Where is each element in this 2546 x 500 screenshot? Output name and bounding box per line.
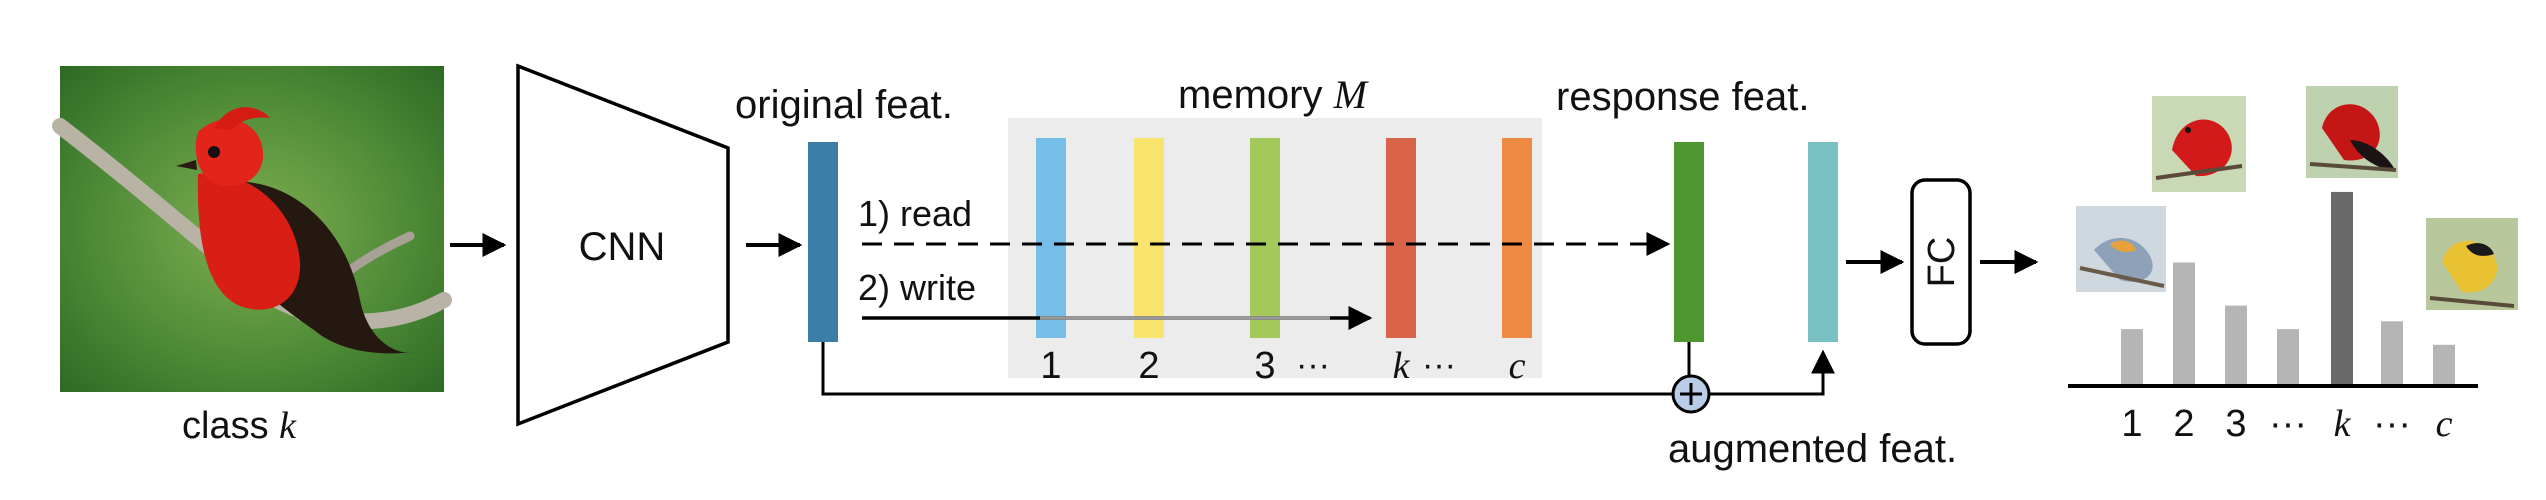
output-bar-7	[2433, 344, 2455, 384]
memory-slot-label-3: 3	[1254, 345, 1275, 387]
memory-slot-label-5: c	[1509, 345, 1526, 387]
memory-slot-5	[1502, 138, 1532, 338]
memory-slot-4	[1386, 138, 1416, 338]
output-x-label-4: ···	[2269, 403, 2307, 445]
original-feat-label: original feat.	[735, 83, 953, 127]
output-bar-1	[2121, 329, 2143, 384]
output-x-label-7: c	[2436, 403, 2453, 445]
write-label: 2) write	[858, 267, 976, 308]
output-bar-5	[2331, 191, 2353, 384]
output-x-labels: 1 2 3 ··· k ··· c	[2121, 403, 2452, 445]
original-feature-bar	[808, 142, 838, 342]
cnn-label: CNN	[579, 225, 666, 269]
input-caption: class k	[182, 405, 297, 447]
output-x-label-3: 3	[2225, 403, 2246, 445]
output-x-label-2: 2	[2173, 403, 2194, 445]
memory-slots: 1 2 3 k c	[1036, 138, 1532, 387]
thumb-class-2	[2076, 206, 2166, 292]
thumb-class-k	[2306, 86, 2398, 178]
arrow-add-to-augmented	[1709, 349, 1835, 396]
memory-ellipsis-2: ···	[1422, 346, 1456, 384]
output-x-label-1: 1	[2121, 403, 2142, 445]
output-bar-2	[2173, 262, 2195, 384]
memory-slot-3	[1250, 138, 1280, 338]
read-label: 1) read	[858, 193, 972, 234]
output-x-label-6: ···	[2373, 403, 2411, 445]
input-bird-image	[52, 66, 452, 392]
memory-ellipsis-1: ···	[1296, 346, 1330, 384]
cnn-block	[516, 63, 730, 427]
fc-label: FC	[1921, 237, 1963, 288]
skip-connection	[821, 342, 1674, 396]
response-feature-bar	[1674, 142, 1704, 342]
memory-slot-label-4: k	[1393, 345, 1411, 387]
memory-label: memory M	[1178, 72, 1370, 117]
fc-block	[1910, 178, 1972, 346]
memory-slot-2	[1134, 138, 1164, 338]
memory-slot-label-1: 1	[1040, 345, 1061, 387]
memory-slot-label-2: 2	[1138, 345, 1159, 387]
augmented-feature-bar	[1808, 142, 1838, 342]
thumb-class-2b	[2152, 96, 2246, 192]
memory-slot-1	[1036, 138, 1066, 338]
thumb-class-c	[2426, 218, 2518, 310]
output-bar-4	[2277, 329, 2299, 384]
output-bar-6	[2381, 321, 2403, 384]
output-bar-3	[2225, 305, 2247, 384]
augmented-feat-label: augmented feat.	[1668, 427, 1957, 471]
response-feat-label: response feat.	[1556, 75, 1810, 119]
output-bars	[2121, 191, 2455, 384]
output-x-label-5: k	[2334, 403, 2352, 445]
